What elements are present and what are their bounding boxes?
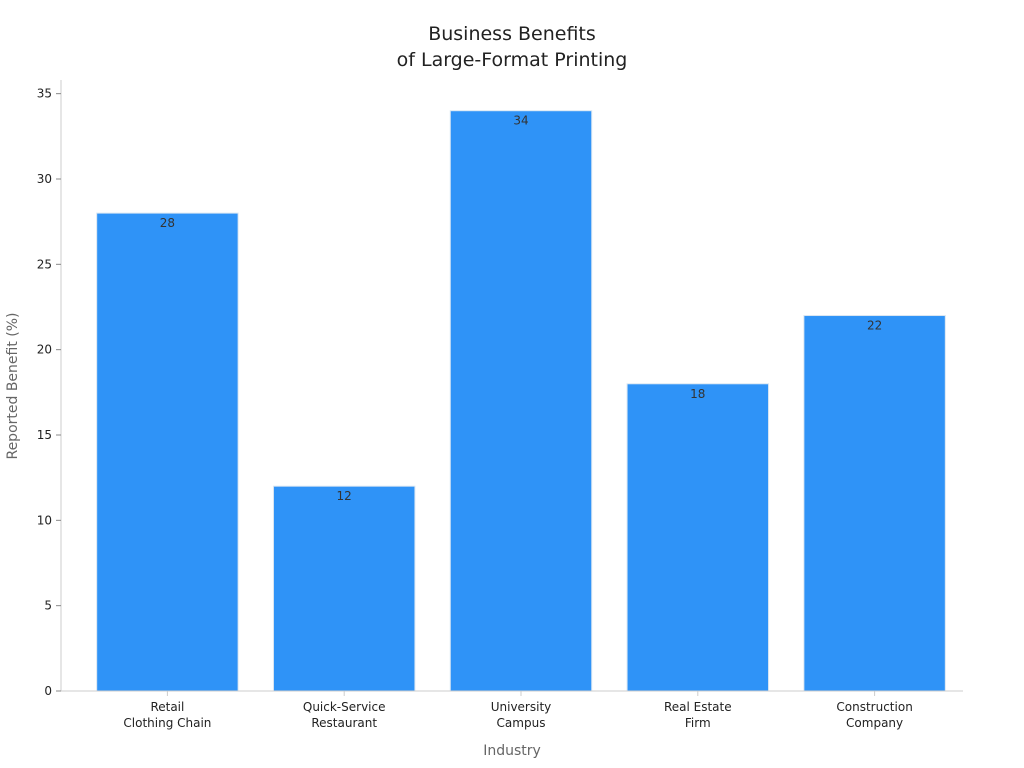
x-tick-label: University Campus <box>491 700 552 730</box>
x-tick-label-line: University <box>491 700 552 714</box>
x-tick-label: Construction Company <box>836 700 912 730</box>
chart-title-line-2: of Large-Format Printing <box>397 49 628 71</box>
x-tick-label-line: Campus <box>497 716 546 730</box>
chart-title-line-1: Business Benefits <box>428 23 596 45</box>
y-tick-label: 20 <box>37 343 52 357</box>
axes-layer: Retail Clothing Chain Quick-Service Restaur… <box>37 80 963 730</box>
x-tick-label-line: Firm <box>685 716 711 730</box>
x-tick-label: Retail Clothing Chain <box>123 700 211 730</box>
y-tick-label: 5 <box>44 599 52 613</box>
x-tick-label: Quick-Service Restaurant <box>303 700 386 730</box>
x-tick-label-line: Quick-Service <box>303 700 386 714</box>
bars-layer: 28 12 34 18 22 <box>96 110 946 692</box>
y-tick-label: 35 <box>37 87 52 101</box>
bar[interactable] <box>272 485 416 692</box>
x-tick-label-line: Real Estate <box>664 700 732 714</box>
bar[interactable] <box>803 315 946 692</box>
x-tick-label-line: Company <box>846 716 903 730</box>
y-axis-label: Reported Benefit (%) <box>5 312 21 459</box>
bar-value-label: 12 <box>337 489 352 503</box>
bar-value-label: 22 <box>867 319 882 333</box>
x-tick-label: Real Estate Firm <box>664 700 732 730</box>
x-axis-label: Industry <box>483 743 541 759</box>
x-tick-label-line: Retail <box>150 700 184 714</box>
y-tick-label: 25 <box>37 257 52 271</box>
y-tick-label: 15 <box>37 428 52 442</box>
y-tick-label: 30 <box>37 172 52 186</box>
x-tick-label-line: Restaurant <box>311 716 377 730</box>
bar-value-label: 28 <box>160 216 175 230</box>
x-tick-label-line: Clothing Chain <box>123 716 211 730</box>
y-tick-label: 0 <box>44 684 52 698</box>
bar-value-label: 18 <box>690 387 705 401</box>
y-tick-label: 10 <box>37 513 52 527</box>
bar[interactable] <box>626 383 770 692</box>
bar-value-label: 34 <box>513 114 528 128</box>
bar[interactable] <box>96 212 239 692</box>
bar[interactable] <box>449 110 593 692</box>
x-tick-label-line: Construction <box>836 700 912 714</box>
